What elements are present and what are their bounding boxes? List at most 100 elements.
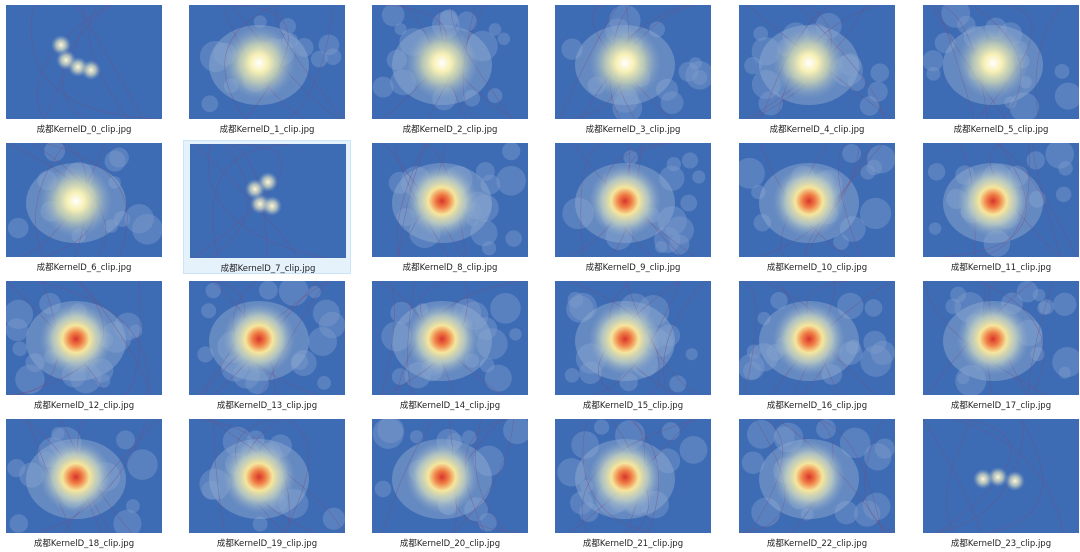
thumbnail	[739, 281, 895, 395]
file-item[interactable]: 成都KernelD_3_clip.jpg	[549, 2, 717, 136]
heat-patch	[132, 213, 162, 245]
heat-patch	[322, 507, 345, 530]
road	[582, 419, 652, 533]
road	[396, 143, 426, 257]
road	[818, 419, 883, 533]
road	[978, 281, 1045, 395]
heat-patch	[496, 165, 526, 196]
heat-patch	[490, 292, 521, 324]
heat-patch	[113, 509, 142, 533]
heat-spot	[51, 35, 71, 55]
heat-patch	[923, 50, 944, 72]
file-item[interactable]: 成都KernelD_8_clip.jpg	[366, 140, 534, 274]
file-item[interactable]: 成都KernelD_16_clip.jpg	[733, 278, 901, 412]
file-name: 成都KernelD_9_clip.jpg	[585, 263, 681, 273]
heat-patch	[864, 299, 883, 317]
road	[43, 143, 128, 257]
road	[208, 144, 249, 258]
file-item[interactable]: 成都KernelD_19_clip.jpg	[183, 416, 351, 550]
heat-patch	[7, 458, 26, 478]
heat-patch	[1058, 366, 1071, 379]
heat-patch	[409, 430, 424, 444]
road	[208, 419, 344, 533]
file-name: 成都KernelD_22_clip.jpg	[766, 539, 868, 549]
heat-patch	[1026, 151, 1046, 170]
heat-patch	[7, 217, 29, 239]
heat-patch	[654, 240, 668, 253]
file-item[interactable]: 成都KernelD_15_clip.jpg	[549, 278, 717, 412]
heat-core	[589, 303, 661, 375]
thumbnail	[189, 5, 345, 119]
heat-patch	[1055, 186, 1072, 203]
file-item[interactable]: 成都KernelD_21_clip.jpg	[549, 416, 717, 550]
file-item[interactable]: 成都KernelD_0_clip.jpg	[0, 2, 168, 136]
thumbnail	[555, 281, 711, 395]
heat-patch	[842, 143, 862, 163]
file-item[interactable]: 成都KernelD_18_clip.jpg	[0, 416, 168, 550]
heat-core	[957, 27, 1029, 99]
file-name: 成都KernelD_11_clip.jpg	[950, 263, 1052, 273]
road	[475, 419, 508, 533]
thumbnail	[6, 419, 162, 533]
road	[230, 5, 341, 119]
heat-patch	[381, 5, 405, 27]
heat-patch	[681, 152, 699, 169]
heat-patch	[1053, 292, 1077, 317]
heat-core	[406, 27, 478, 99]
heat-patch	[839, 427, 871, 459]
heat-patch	[461, 430, 477, 445]
road	[193, 144, 283, 258]
heat-patch	[950, 286, 967, 303]
road	[283, 419, 309, 533]
file-item[interactable]: 成都KernelD_11_clip.jpg	[917, 140, 1080, 274]
file-name: 成都KernelD_6_clip.jpg	[36, 263, 132, 273]
file-item[interactable]: 成都KernelD_10_clip.jpg	[733, 140, 901, 274]
file-name: 成都KernelD_18_clip.jpg	[33, 539, 135, 549]
heat-patch	[1054, 82, 1079, 110]
heat-patch	[666, 156, 681, 172]
heat-patch	[863, 330, 887, 354]
heat-spot	[245, 179, 265, 199]
heat-patch	[945, 298, 962, 315]
road	[1032, 143, 1062, 257]
file-name: 成都KernelD_20_clip.jpg	[399, 539, 501, 549]
heat-patch	[509, 328, 522, 341]
file-name: 成都KernelD_13_clip.jpg	[216, 401, 318, 411]
heat-patch	[744, 56, 762, 75]
heat-patch	[377, 419, 404, 444]
file-item[interactable]: 成都KernelD_23_clip.jpg	[917, 416, 1080, 550]
heat-patch	[685, 348, 698, 361]
file-item[interactable]: 成都KernelD_1_clip.jpg	[183, 2, 351, 136]
road	[452, 419, 515, 533]
file-item[interactable]: 成都KernelD_5_clip.jpg	[917, 2, 1080, 136]
file-item[interactable]: 成都KernelD_20_clip.jpg	[366, 416, 534, 550]
file-item[interactable]: 成都KernelD_13_clip.jpg	[183, 278, 351, 412]
heat-patch	[324, 48, 342, 65]
file-item[interactable]: 成都KernelD_6_clip.jpg	[0, 140, 168, 274]
file-item[interactable]: 成都KernelD_17_clip.jpg	[917, 278, 1080, 412]
road	[27, 419, 72, 533]
heat-patch	[108, 147, 129, 168]
file-item[interactable]: 成都KernelD_7_clip.jpg	[183, 140, 351, 274]
file-item[interactable]: 成都KernelD_12_clip.jpg	[0, 278, 168, 412]
heat-patch	[374, 480, 392, 498]
file-item[interactable]: 成都KernelD_4_clip.jpg	[733, 2, 901, 136]
file-item[interactable]: 成都KernelD_22_clip.jpg	[733, 416, 901, 550]
heat-patch	[739, 157, 765, 189]
road	[208, 144, 326, 258]
file-item[interactable]: 成都KernelD_14_clip.jpg	[366, 278, 534, 412]
road	[35, 281, 149, 395]
heat-patch	[866, 159, 883, 176]
heat-patch	[1037, 301, 1051, 315]
heat-core	[40, 441, 112, 513]
file-name: 成都KernelD_19_clip.jpg	[216, 539, 318, 549]
file-item[interactable]: 成都KernelD_2_clip.jpg	[366, 2, 534, 136]
heat-core	[223, 27, 295, 99]
heat-spot	[988, 467, 1008, 487]
road	[941, 143, 1027, 257]
heat-patch	[859, 96, 880, 116]
file-item[interactable]: 成都KernelD_9_clip.jpg	[549, 140, 717, 274]
heat-patch	[874, 438, 895, 459]
thumbnail	[923, 419, 1079, 533]
